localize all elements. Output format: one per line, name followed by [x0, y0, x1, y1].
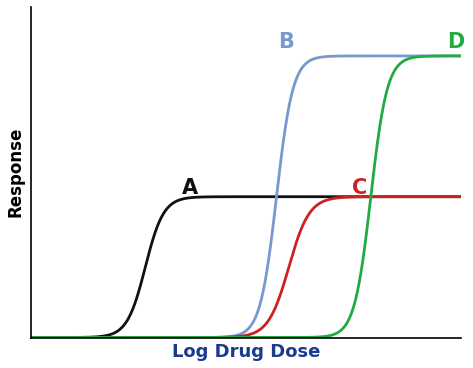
Text: C: C [352, 177, 368, 198]
Y-axis label: Response: Response [7, 127, 25, 217]
Text: D: D [447, 32, 464, 52]
X-axis label: Log Drug Dose: Log Drug Dose [172, 343, 320, 361]
Text: B: B [279, 32, 294, 52]
Text: A: A [182, 177, 198, 198]
